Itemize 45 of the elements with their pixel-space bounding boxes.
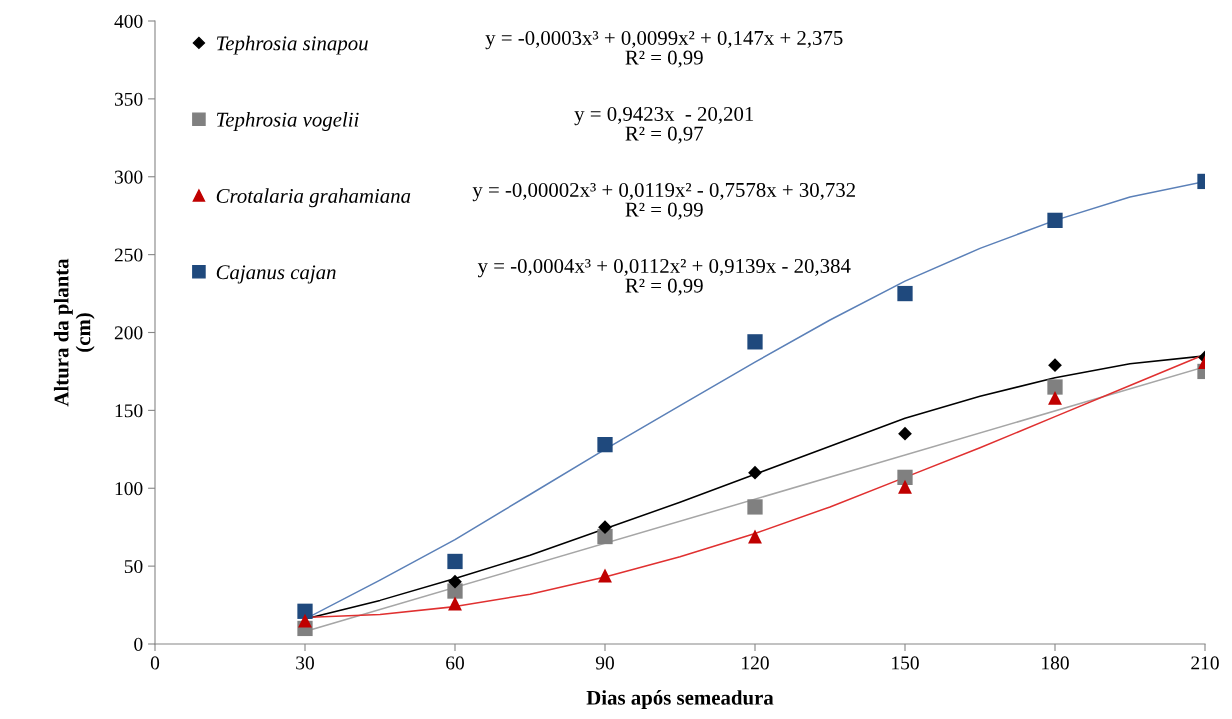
- x-axis-title: Dias após semeadura: [586, 690, 774, 710]
- x-tick-label: 210: [1191, 656, 1219, 670]
- y-tick-label: 300: [114, 170, 143, 184]
- x-tick-label: 120: [742, 656, 769, 670]
- point: [898, 426, 912, 441]
- y-tick-label: 0: [134, 637, 143, 651]
- y-tick-label: 350: [114, 92, 143, 106]
- point: [747, 334, 763, 350]
- point: [898, 479, 912, 494]
- annotation: y = -0,0004x³ + 0,0112x² + 0,9139x - 20,384 R² = 0,99: [477, 258, 851, 296]
- point: [297, 603, 313, 619]
- point: [747, 499, 763, 515]
- point: [1048, 390, 1062, 405]
- point: [1047, 379, 1063, 395]
- point: [598, 520, 612, 535]
- point: [298, 613, 312, 628]
- legend-label: Cajanus cajan: [216, 265, 336, 284]
- x-tick-label: 90: [595, 656, 614, 670]
- x-tick-label: 150: [892, 656, 919, 670]
- point: [748, 465, 762, 480]
- annotation: y = 0,9423x - 20,201 R² = 0,97: [574, 106, 754, 144]
- point: [448, 574, 462, 589]
- point: [1047, 212, 1063, 228]
- point: [897, 285, 913, 302]
- point: [598, 568, 612, 583]
- y-tick-label: 100: [115, 482, 143, 496]
- y-tick-label: 200: [114, 326, 143, 340]
- point: [597, 437, 613, 453]
- point: [447, 553, 463, 570]
- point: [897, 469, 913, 485]
- y-tick-label: 250: [114, 248, 143, 262]
- x-tick-label: 60: [446, 656, 464, 670]
- point: [1048, 358, 1062, 373]
- annotation: y = -0,0003x³ + 0,0099x² + 0,147x + 2,375 R² = 0,99: [485, 30, 843, 68]
- legend-label: Tephrosia vogelii: [216, 112, 359, 131]
- legend-label: Tephrosia sinapou: [216, 35, 368, 55]
- y-tick-label: 50: [124, 559, 143, 574]
- x-tick-label: 30: [296, 656, 314, 670]
- x-tick-label: 0: [150, 656, 160, 670]
- annotation: y = -0,00002x³ + 0,0119x² - 0,7578x + 30,732 R² = 0,99: [472, 182, 855, 220]
- y-axis-title: Altura da planta (cm): [53, 258, 95, 407]
- legend-label: Crotalaria grahamiana: [216, 188, 411, 208]
- y-tick-label: 150: [115, 404, 143, 418]
- y-tick-label: 400: [114, 14, 143, 28]
- x-tick-label: 180: [1042, 656, 1069, 670]
